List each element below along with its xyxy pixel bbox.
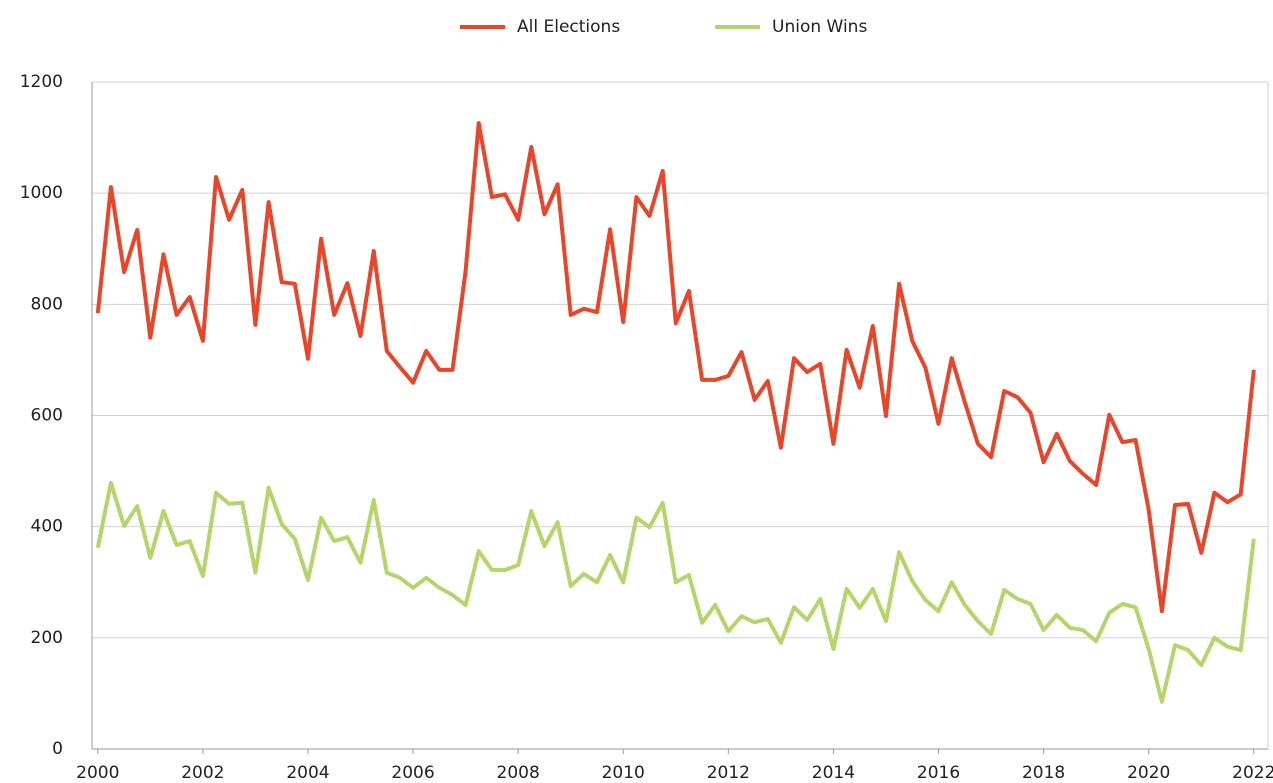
x-tick-label: 2020 <box>1127 763 1170 783</box>
x-tick-label: 2008 <box>497 763 540 783</box>
x-tick-label: 2006 <box>391 763 434 783</box>
y-tick-label: 200 <box>31 628 63 648</box>
x-tick-label: 2022 <box>1232 763 1273 783</box>
y-tick-label: 400 <box>31 517 63 537</box>
y-tick-label: 0 <box>52 739 63 759</box>
x-tick-label: 2012 <box>707 763 750 783</box>
x-tick-label: 2000 <box>76 763 119 783</box>
x-tick-label: 2010 <box>602 763 645 783</box>
y-tick-label: 1000 <box>20 183 63 203</box>
series-line <box>95 121 1256 614</box>
x-tick-label: 2004 <box>286 763 329 783</box>
x-tick-label: 2014 <box>812 763 855 783</box>
x-tick-label: 2018 <box>1022 763 1065 783</box>
y-tick-label: 600 <box>31 406 63 426</box>
legend-label: Union Wins <box>772 17 867 37</box>
x-tick-label: 2002 <box>181 763 224 783</box>
x-tick-label: 2016 <box>917 763 960 783</box>
legend-label: All Elections <box>517 17 620 37</box>
y-tick-label: 800 <box>31 294 63 314</box>
series-line <box>95 480 1256 704</box>
y-tick-label: 1200 <box>20 72 63 92</box>
